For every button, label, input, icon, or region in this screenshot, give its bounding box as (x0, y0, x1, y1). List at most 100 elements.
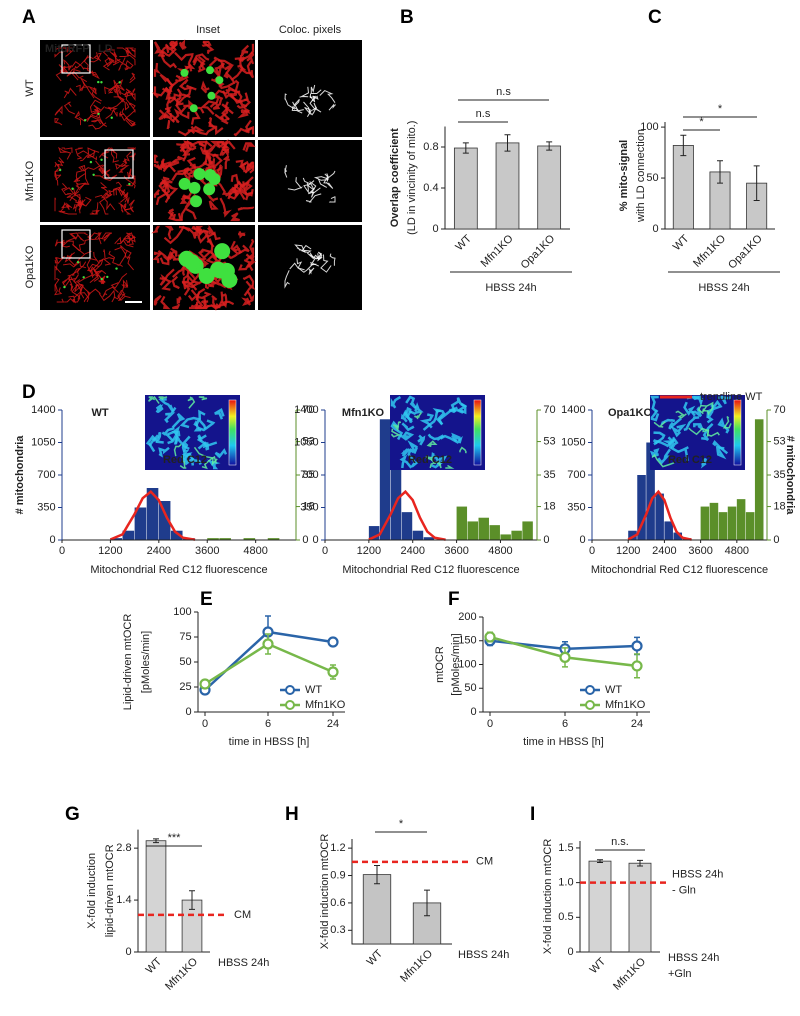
texture (301, 244, 312, 254)
histogram-bar (718, 512, 728, 540)
texture (178, 225, 197, 239)
legend-marker (285, 685, 295, 695)
texture (407, 440, 419, 454)
texture (54, 265, 62, 281)
texture (303, 182, 309, 194)
error-bar (462, 142, 469, 154)
texture (439, 434, 463, 444)
texture (158, 176, 171, 200)
x-tick-label: Mfn1KO (163, 955, 200, 992)
texture (171, 108, 190, 122)
texture (181, 272, 201, 284)
texture (68, 295, 76, 304)
y-axis-label: with LD connection (635, 129, 647, 223)
x-axis-label: Mitochondrial Red C12 fluorescence (591, 564, 768, 576)
texture (69, 188, 81, 202)
texture (118, 165, 130, 173)
texture (160, 295, 171, 310)
texture (103, 249, 115, 260)
marker (631, 640, 643, 652)
y-tick-label: 150 (458, 635, 476, 647)
texture (108, 106, 118, 113)
texture (63, 260, 87, 269)
x-tick-label: 2400 (400, 545, 424, 557)
texture (123, 192, 130, 204)
texture (89, 99, 102, 115)
texture (284, 165, 288, 178)
y-tick-label: 0.3 (330, 924, 345, 936)
bar (588, 860, 612, 953)
texture (63, 59, 72, 71)
texture (152, 251, 163, 264)
histogram-bar (267, 538, 280, 540)
histogram-bar (709, 502, 719, 540)
texture (90, 52, 102, 63)
texture (117, 289, 131, 301)
texture (243, 182, 254, 196)
texture (246, 60, 255, 79)
texture (431, 455, 448, 469)
y-tick-label: 1.4 (116, 894, 131, 906)
error-bar (546, 141, 553, 151)
texture (246, 51, 255, 65)
y-tick-label: 35 (773, 469, 785, 481)
texture (54, 170, 59, 180)
texture (109, 50, 120, 66)
texture (188, 99, 205, 114)
texture (309, 95, 319, 103)
texture (158, 396, 168, 400)
texture (193, 446, 218, 466)
texture (164, 181, 179, 204)
texture (227, 186, 241, 200)
texture (155, 403, 164, 414)
texture (219, 197, 232, 218)
inset-label: Red C12 (668, 454, 712, 466)
texture (414, 412, 423, 420)
texture (118, 63, 132, 71)
texture (158, 398, 175, 413)
texture (153, 62, 162, 77)
texture (100, 182, 109, 199)
legend-marker (285, 700, 295, 710)
texture (195, 226, 209, 238)
error-bar (374, 864, 380, 885)
texture (237, 64, 252, 75)
texture (98, 151, 110, 159)
histogram-bar (736, 499, 746, 540)
texture (101, 232, 113, 239)
y-tick-label: 1400 (294, 404, 318, 416)
x-tick-label: 0 (202, 718, 208, 730)
error-bar (189, 890, 195, 910)
texture (419, 413, 435, 429)
y-tick-label: 18 (773, 500, 785, 512)
texture (326, 170, 336, 182)
histogram-bar (243, 538, 256, 540)
chart-title: WT (91, 407, 108, 419)
texture (292, 99, 300, 111)
y-tick-label: 53 (543, 435, 555, 447)
texture (113, 96, 130, 111)
histogram-bar (456, 506, 468, 540)
texture (184, 280, 203, 289)
texture (172, 303, 181, 310)
histogram-bar (379, 419, 391, 540)
texture (160, 273, 173, 291)
legend-label: WT (605, 684, 622, 696)
y-tick-label: 1.5 (558, 842, 573, 854)
texture (54, 105, 63, 116)
texture (101, 192, 113, 199)
marker (327, 666, 339, 678)
texture (89, 202, 99, 215)
texture (224, 86, 236, 95)
x-tick-label: 0 (322, 545, 328, 557)
texture (207, 459, 221, 470)
texture (80, 154, 97, 162)
texture (78, 164, 89, 185)
histogram-bar (110, 538, 123, 540)
texture (111, 51, 126, 65)
panel-label: E (200, 589, 213, 610)
y-tick-label: 50 (464, 682, 476, 694)
texture (148, 395, 160, 404)
texture (104, 86, 122, 95)
texture (245, 252, 255, 261)
